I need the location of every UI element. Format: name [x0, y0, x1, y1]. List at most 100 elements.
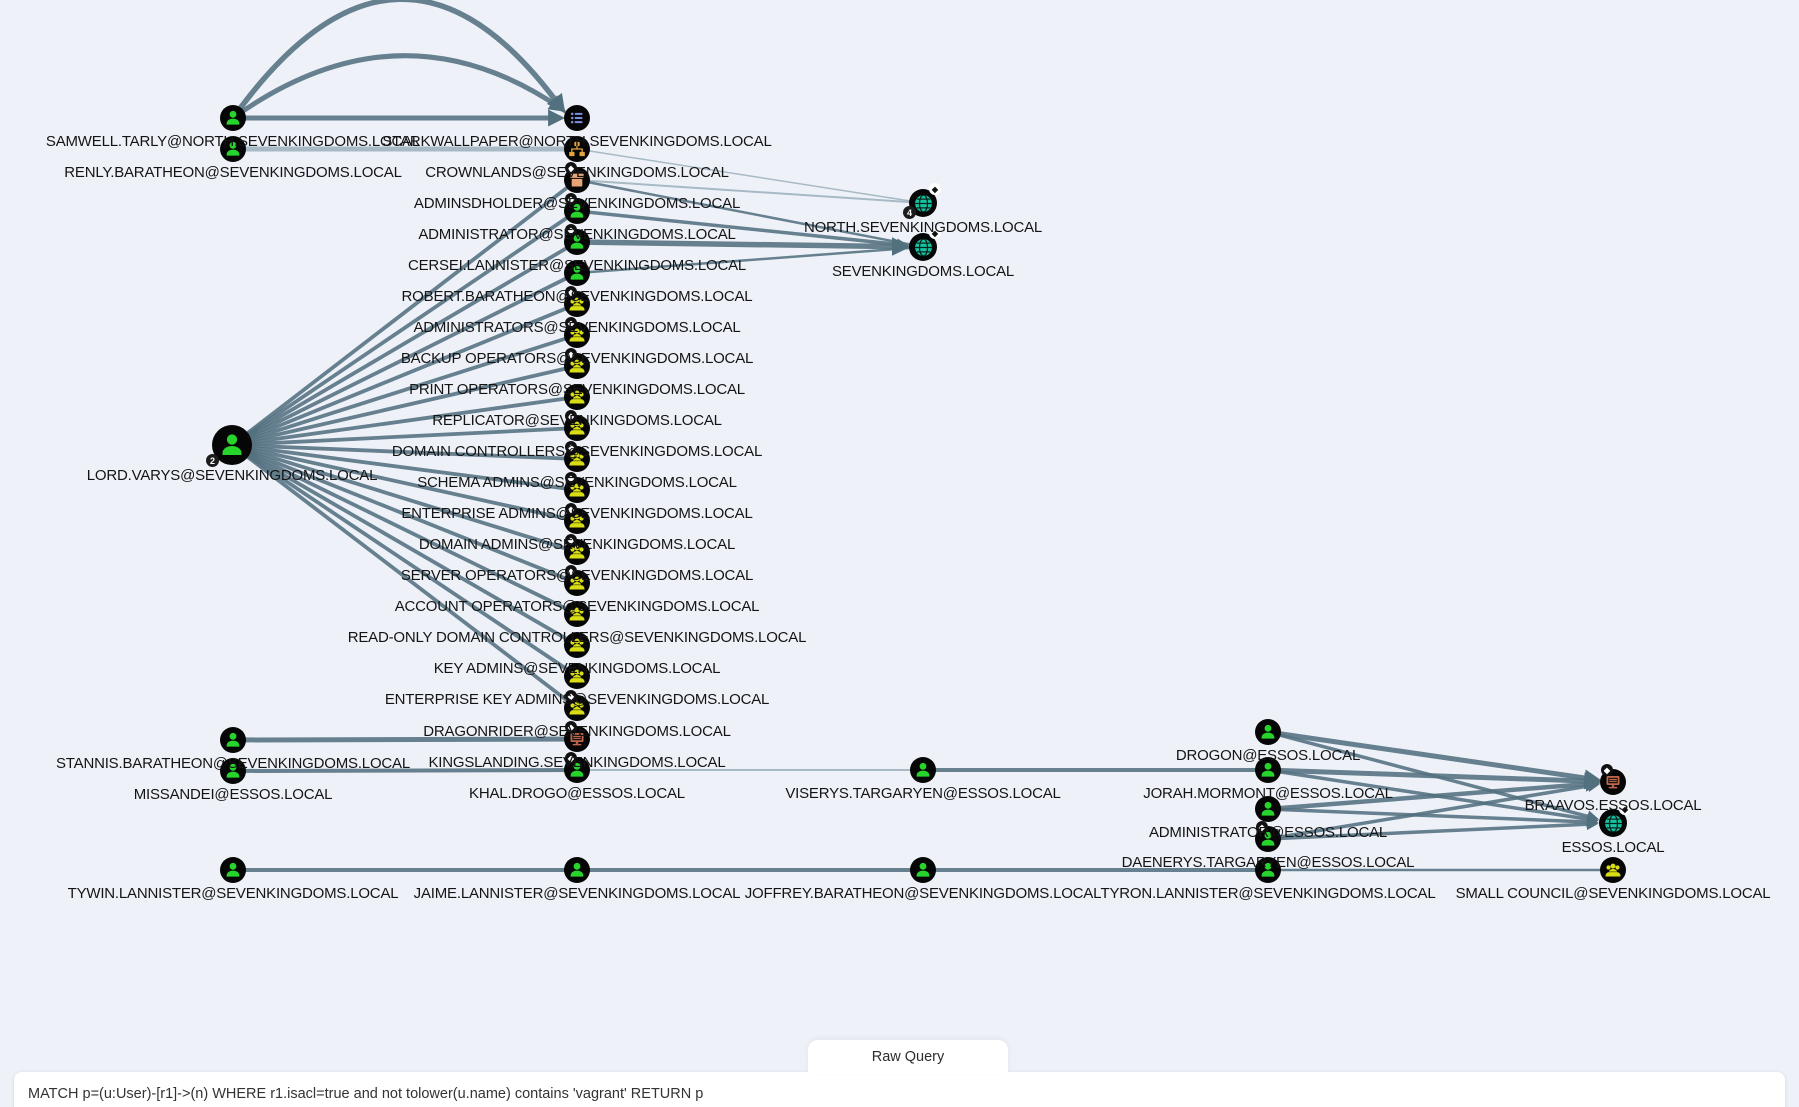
node-print_ops[interactable]: ◆	[564, 348, 590, 379]
node-khal_drogo[interactable]: ◆	[564, 752, 590, 783]
node-label-print_ops: PRINT OPERATORS@SEVENKINGDOMS.LOCAL	[409, 381, 745, 398]
graph-edge-administrator_7k-sevenkingdoms_domain[interactable]	[576, 209, 909, 251]
node-server_ops[interactable]: ◆	[564, 534, 590, 565]
tier-zero-gem-badge: ◆	[565, 690, 577, 702]
group-icon	[569, 390, 585, 404]
graph-edge-lord_varys-server_ops[interactable]	[231, 443, 578, 554]
graph-edge-stannis-kingslanding[interactable]	[232, 736, 578, 743]
node-stannis[interactable]	[220, 727, 246, 753]
node-crownlands[interactable]	[564, 136, 590, 162]
graph-edge-lord_varys-backup_ops[interactable]	[231, 333, 578, 447]
node-samwell[interactable]	[220, 105, 246, 131]
graph-edge-lord_varys-ent_key_admins[interactable]	[230, 443, 579, 678]
node-viserys[interactable]	[910, 757, 936, 783]
graph-edge-lord_varys-adminsdholder[interactable]	[230, 178, 579, 447]
node-replicator[interactable]	[564, 384, 590, 410]
node-label-adminsdholder: ADMINSDHOLDER@SEVENKINGDOMS.LOCAL	[413, 195, 741, 212]
graph-edge-drogon-braavos[interactable]	[1267, 729, 1602, 787]
graph-edge-adminsdholder-north_domain[interactable]	[576, 179, 924, 204]
graph-edge-lord_varys-dragonrider[interactable]	[230, 443, 579, 710]
node-starkwallpaper[interactable]	[564, 105, 590, 131]
graph-edge-lord_varys-robert[interactable]	[231, 271, 578, 447]
node-domain_admins[interactable]: ◆	[564, 503, 590, 534]
tier-zero-gem-badge: ◆	[565, 193, 577, 205]
group-icon	[569, 638, 585, 652]
graph-edge-lord_varys-administrators[interactable]	[231, 302, 578, 447]
node-missandei[interactable]	[220, 758, 246, 784]
node-label-sevenkingdoms_domain: SEVENKINGDOMS.LOCAL	[831, 263, 1015, 280]
group-icon	[569, 576, 585, 590]
node-small_council[interactable]	[1600, 857, 1626, 883]
user-icon	[1261, 724, 1275, 739]
graph-edge-crownlands-north_domain[interactable]	[576, 148, 924, 204]
graph-edge-cersei-sevenkingdoms_domain[interactable]	[576, 237, 911, 256]
tier-zero-gem-badge: ◆	[565, 534, 577, 546]
node-administrator_essos[interactable]	[1255, 796, 1281, 822]
graph-edge-administrator_essos-braavos[interactable]	[1267, 776, 1601, 812]
raw-query-tab[interactable]: Raw Query	[808, 1040, 1008, 1074]
node-braavos[interactable]: ◆	[1600, 764, 1626, 795]
node-drogon[interactable]	[1255, 719, 1281, 745]
group-icon	[569, 483, 585, 497]
node-robert[interactable]	[564, 260, 590, 286]
graph-edge-lord_varys-schema_admins[interactable]	[231, 443, 578, 461]
node-jaime[interactable]	[564, 857, 590, 883]
group-icon	[569, 359, 585, 373]
graph-edge-lord_varys-key_admins[interactable]	[231, 443, 578, 647]
node-label-account_ops: ACCOUNT OPERATORS@SEVENKINGDOMS.LOCAL	[394, 598, 760, 615]
node-sevenkingdoms_domain[interactable]: ◆	[909, 227, 941, 261]
node-essos_domain[interactable]: ◆	[1599, 803, 1631, 837]
node-tyron[interactable]	[1255, 857, 1281, 883]
graph-edge-robert-sevenkingdoms_domain[interactable]	[576, 245, 924, 275]
graph-edge-samwell-starkwallpaper[interactable]	[231, 53, 567, 121]
graph-edge-adminsdholder-sevenkingdoms_domain[interactable]	[576, 178, 924, 249]
group-icon	[569, 328, 585, 342]
cypher-query-input[interactable]	[14, 1072, 1785, 1107]
group-icon	[569, 669, 585, 683]
graph-edge-jorah-braavos[interactable]	[1267, 767, 1602, 790]
node-label-viserys: VISERYS.TARGARYEN@ESSOS.LOCAL	[785, 785, 1061, 802]
node-rodc[interactable]	[564, 601, 590, 627]
node-domain_controllers[interactable]: ◆	[564, 410, 590, 441]
node-dragonrider[interactable]: ◆	[564, 690, 590, 721]
graph-edge-samwell-starkwallpaper[interactable]	[230, 0, 566, 120]
node-label-key_admins: KEY ADMINS@SEVENKINGDOMS.LOCAL	[433, 660, 721, 677]
node-kingslanding[interactable]: ◆	[564, 721, 590, 752]
graph-edge-administrator_essos-essos_domain[interactable]	[1267, 807, 1599, 828]
node-daenerys[interactable]: ◆	[1255, 821, 1281, 852]
graph-edge-lord_varys-enterprise_admins[interactable]	[231, 443, 578, 492]
graph-edge-lord_varys-account_ops[interactable]	[231, 443, 578, 585]
graph-edge-lord_varys-domain_admins[interactable]	[231, 443, 578, 523]
graph-edge-missandei-khal_drogo[interactable]	[232, 768, 578, 773]
node-schema_admins[interactable]: ◆	[564, 441, 590, 472]
user-icon	[570, 762, 584, 777]
node-administrators[interactable]: ◆	[564, 286, 590, 317]
node-key_admins[interactable]	[564, 632, 590, 658]
tier-zero-gem-badge: ◆	[565, 441, 577, 453]
node-ent_key_admins[interactable]	[564, 663, 590, 689]
node-account_ops[interactable]: ◆	[564, 565, 590, 596]
node-cersei[interactable]: ◆	[564, 224, 590, 255]
node-lord_varys[interactable]: 2	[206, 425, 252, 467]
node-administrator_7k[interactable]: ◆	[564, 193, 590, 224]
graph-edge-lord_varys-domain_controllers[interactable]	[231, 426, 578, 447]
graph-edge-lord_varys-replicator[interactable]	[231, 395, 578, 447]
user-icon	[226, 110, 240, 125]
graph-edge-daenerys-essos_domain[interactable]	[1267, 818, 1599, 841]
graph-edge-lord_varys-cersei[interactable]	[231, 240, 578, 447]
node-renly[interactable]	[220, 136, 246, 162]
graph-edge-lord_varys-print_ops[interactable]	[231, 364, 578, 447]
node-tywin[interactable]	[220, 857, 246, 883]
node-adminsdholder[interactable]: ◆	[564, 162, 590, 193]
node-label-starkwallpaper: STARKWALLPAPER@NORTH.SEVENKINGDOMS.LOCAL	[382, 133, 772, 150]
node-backup_ops[interactable]: ◆	[564, 317, 590, 348]
graph-edge-lord_varys-administrator_7k[interactable]	[230, 209, 579, 447]
ou-icon	[569, 141, 585, 157]
node-north_domain[interactable]: ◆ 4	[903, 183, 941, 219]
graph-edge-daenerys-braavos[interactable]	[1267, 780, 1600, 841]
graph-edge-lord_varys-rodc[interactable]	[231, 443, 578, 616]
node-enterprise_admins[interactable]: ◆	[564, 472, 590, 503]
node-joffrey[interactable]	[910, 857, 936, 883]
node-jorah[interactable]	[1255, 757, 1281, 783]
